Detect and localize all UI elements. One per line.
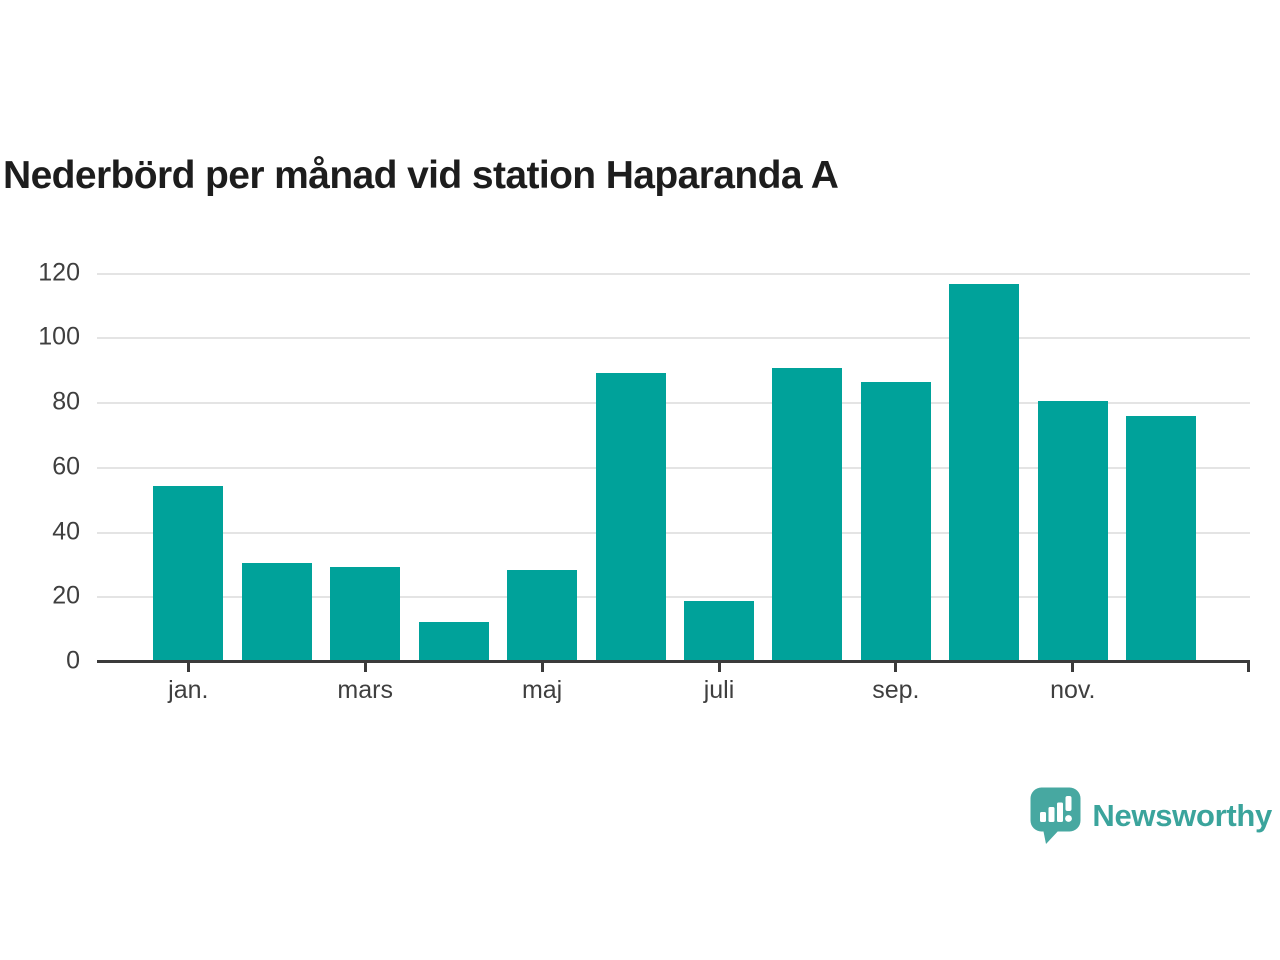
bar [949, 283, 1020, 662]
x-axis-line [97, 660, 1250, 663]
x-axis-tick-label: jan. [168, 676, 209, 704]
gridline [97, 402, 1250, 405]
gridline [97, 596, 1250, 599]
bar [241, 562, 312, 662]
x-axis-tick [1071, 663, 1075, 672]
x-axis-tick-label: maj [521, 676, 563, 704]
x-axis-tick [894, 663, 898, 672]
bar [418, 622, 489, 662]
x-axis-end-cap [1247, 660, 1250, 672]
bar [1037, 400, 1108, 662]
bar [153, 485, 224, 662]
x-axis-tick-label: sep. [872, 676, 920, 704]
y-axis-tick-label: 40 [52, 516, 80, 545]
x-axis-tick [540, 663, 544, 672]
x-axis-tick-label: mars [337, 676, 393, 704]
bar [507, 569, 578, 662]
x-axis-tick [186, 663, 190, 672]
newsworthy-logo-text: Newsworthy [1092, 797, 1272, 833]
y-axis-tick-label: 80 [52, 387, 80, 416]
chart-title: Nederbörd per månad vid station Haparand… [3, 154, 839, 198]
y-axis-tick-label: 0 [66, 646, 80, 675]
bar [860, 382, 931, 662]
x-axis-tick [717, 663, 721, 672]
y-axis-tick-label: 100 [38, 322, 80, 351]
bar [684, 601, 754, 662]
bar [772, 368, 843, 662]
bar [330, 566, 401, 662]
bar [1126, 415, 1197, 662]
newsworthy-bubble-chart-icon [1029, 786, 1082, 845]
y-axis-tick-label: 20 [52, 581, 80, 610]
y-axis-tick-label: 120 [38, 257, 80, 286]
newsworthy-logo: Newsworthy [1029, 786, 1272, 845]
x-axis-tick-label: nov. [1050, 676, 1096, 704]
gridline [97, 272, 1250, 275]
x-axis-tick [363, 663, 367, 672]
gridline [97, 337, 1250, 340]
gridline [97, 531, 1250, 534]
x-axis-tick-label: juli [703, 676, 735, 704]
gridline [97, 466, 1250, 469]
y-axis-tick-label: 60 [52, 452, 80, 481]
bar [595, 373, 666, 662]
